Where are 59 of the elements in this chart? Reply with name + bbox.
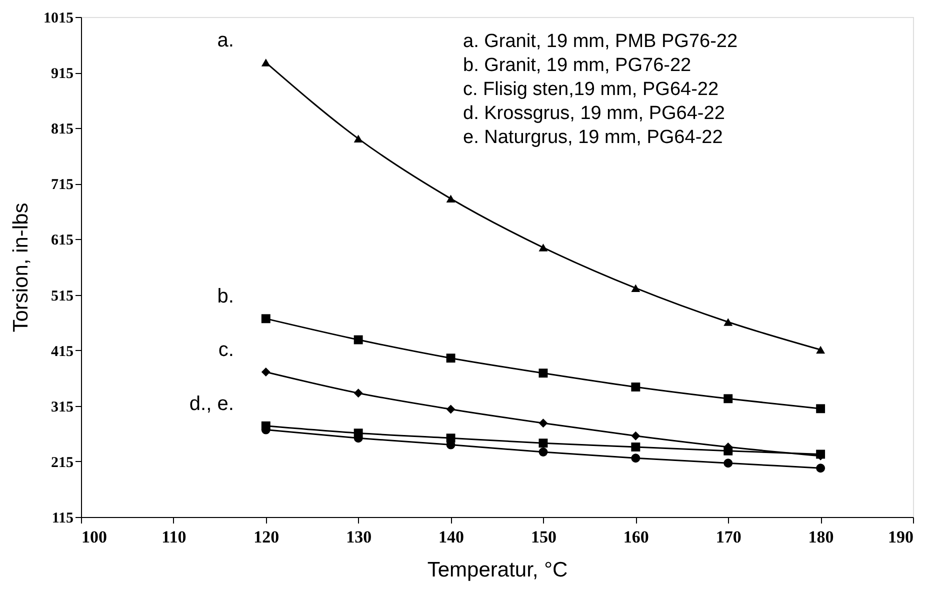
annotation: a. Granit, 19 mm, PMB PG76-22 <box>463 31 738 52</box>
x-axis-title: Temperatur, °C <box>427 558 568 582</box>
point <box>261 314 270 324</box>
point <box>631 382 640 392</box>
annotation: e. Naturgrus, 19 mm, PG64-22 <box>463 127 723 148</box>
annotation: d., e. <box>189 392 234 415</box>
annotation: b. Granit, 19 mm, PG76-22 <box>463 55 692 76</box>
point <box>446 434 456 443</box>
point <box>261 58 270 66</box>
y-tick-label: 115 <box>52 510 74 526</box>
annotation: c. Flisig sten,19 mm, PG64-22 <box>463 79 719 100</box>
y-tick-label: 615 <box>51 232 74 249</box>
point <box>816 464 826 473</box>
point <box>724 458 733 468</box>
x-tick-label: 130 <box>346 528 372 546</box>
point <box>631 454 640 463</box>
point <box>538 418 548 428</box>
point <box>538 244 548 252</box>
point <box>538 448 548 456</box>
point <box>261 368 270 376</box>
point <box>354 388 363 398</box>
point <box>631 431 640 440</box>
point <box>354 335 363 344</box>
x-tick-label: 150 <box>530 528 556 546</box>
point <box>816 404 826 414</box>
point <box>538 438 548 448</box>
x-tick-label: 160 <box>623 528 649 546</box>
point <box>538 368 548 378</box>
y-tick-label: 1015 <box>44 10 74 26</box>
annotation: c. <box>218 339 234 361</box>
y-tick-label: 415 <box>51 344 74 360</box>
x-tick-label: 100 <box>82 528 107 546</box>
y-tick-label: 315 <box>51 399 74 416</box>
x-tick-label: 120 <box>254 528 280 546</box>
point <box>724 318 733 326</box>
y-tick-label: 715 <box>51 177 74 194</box>
point <box>631 284 640 292</box>
annotation: a. <box>217 30 234 52</box>
point <box>354 134 363 143</box>
x-tick-label: 180 <box>808 528 834 546</box>
point <box>446 404 456 414</box>
y-tick-label: 215 <box>51 454 74 471</box>
y-tick-label: 815 <box>51 122 74 138</box>
y-tick-label: 515 <box>51 288 74 304</box>
annotation: b. <box>217 286 234 308</box>
point <box>446 194 456 203</box>
y-tick-label: 915 <box>51 66 74 82</box>
annotation: d. Krossgrus, 19 mm, PG64-22 <box>463 103 725 124</box>
point <box>261 421 270 430</box>
y-axis-title: Torsion, in-lbs <box>10 202 32 332</box>
point <box>446 354 456 363</box>
x-tick-label: 190 <box>888 528 914 546</box>
x-tick-label: 110 <box>162 528 186 546</box>
point <box>816 346 826 354</box>
x-tick-label: 170 <box>716 528 742 546</box>
x-tick-label: 140 <box>438 528 464 546</box>
point <box>724 394 733 404</box>
point <box>354 428 363 438</box>
point <box>631 442 640 452</box>
